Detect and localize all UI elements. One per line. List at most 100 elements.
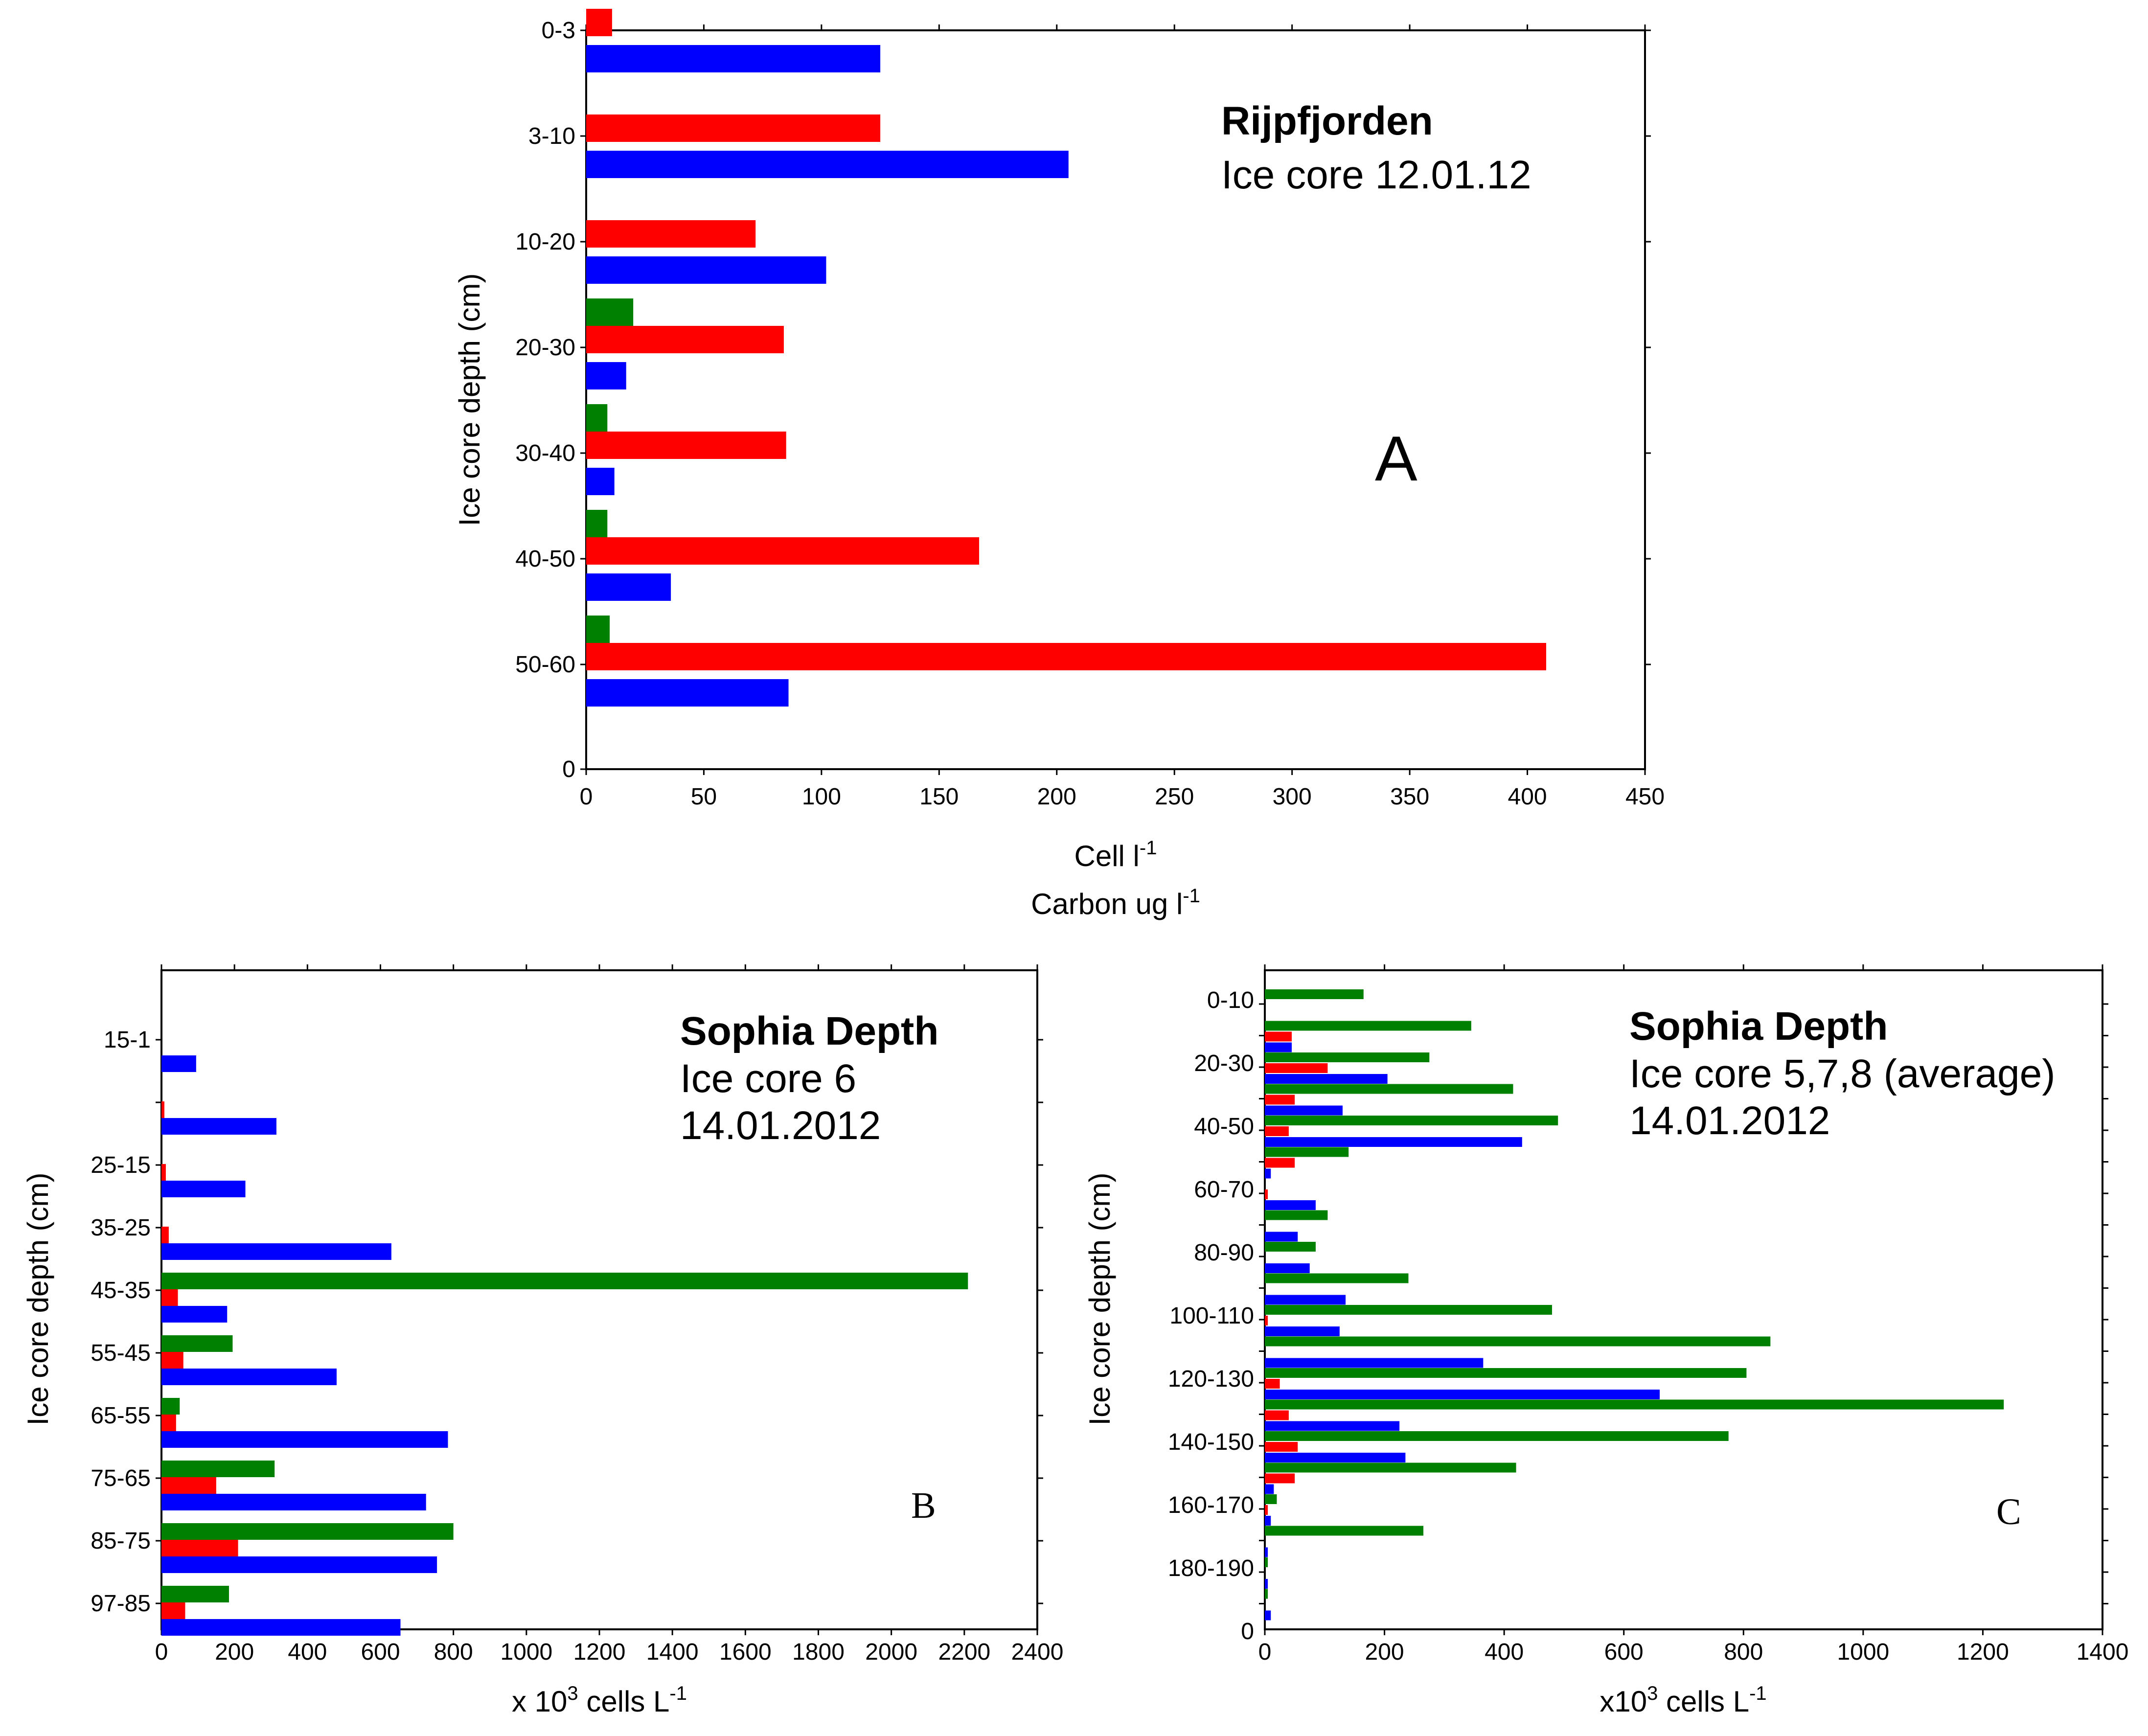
panel-b-y-tick-label-35-25: 35-25 xyxy=(91,1215,151,1241)
panel-b-x-tick-label: 200 xyxy=(215,1639,254,1665)
panel-c-title: Sophia Depth xyxy=(1629,1004,1888,1049)
panel-a-plot-frame xyxy=(585,29,1646,770)
panel-a-bar-red-50-60 xyxy=(586,643,1547,670)
panel-c-bar-blue-110-120 xyxy=(1265,1358,1484,1368)
panel-c-bar-green-80-90 xyxy=(1265,1242,1316,1252)
panel-b-bar-blue-45-35 xyxy=(161,1306,228,1323)
panel-b-y-tick-label-75-65: 75-65 xyxy=(91,1465,151,1491)
panel-c-bar-blue-190-200 xyxy=(1265,1610,1271,1621)
panel-b-x-tick-label: 2200 xyxy=(938,1639,990,1665)
panel-c-bar-blue-80-90 xyxy=(1265,1263,1310,1273)
panel-c-y-tick-label-0-10: 0-10 xyxy=(1207,987,1254,1013)
panel-b-y-tick-label-15-1: 15-1 xyxy=(104,1027,151,1053)
panel-b-x-tick-label: 400 xyxy=(288,1639,327,1665)
panel-c-bar-red-40-50 xyxy=(1265,1126,1289,1136)
panel-c-bar-red-130-140 xyxy=(1265,1410,1289,1420)
panel-b-date: 14.01.2012 xyxy=(680,1103,881,1148)
panel-b-y-axis-title: Ice core depth (cm) xyxy=(22,1173,54,1426)
panel-c-bar-blue-40-50 xyxy=(1265,1137,1522,1147)
panel-c-bar-green-90-100 xyxy=(1265,1273,1409,1283)
panel-b-title: Sophia Depth xyxy=(680,1009,938,1053)
panel-c-x-tick-label: 0 xyxy=(1258,1639,1272,1665)
panel-b-bar-green-75-65 xyxy=(161,1461,275,1477)
panel-c-bar-red-10-20 xyxy=(1265,1031,1292,1042)
panel-a-y-axis-title: Ice core depth (cm) xyxy=(453,274,486,526)
panel-c-y-axis-title: Ice core depth (cm) xyxy=(1083,1173,1116,1426)
panel-c-bar-green-50-60 xyxy=(1265,1147,1349,1157)
panel-a-y-tick-label-40-50: 40-50 xyxy=(515,546,575,572)
panel-a-bar-green-30-40 xyxy=(586,404,608,432)
panel-c-bar-green-70-80 xyxy=(1265,1210,1328,1220)
panel-b-bar-red-row1 xyxy=(161,1101,164,1118)
panel-c-bar-green-170-180 xyxy=(1265,1526,1424,1536)
panel-c-bar-green-160-170 xyxy=(1265,1494,1277,1504)
panel-b-x-tick-label: 1800 xyxy=(792,1639,845,1665)
panel-c-x-tick-label: 1000 xyxy=(1837,1639,1889,1665)
panel-c-x-axis-title: x103 cells L-1 xyxy=(1600,1683,1766,1718)
panel-b-x-tick-label: 1400 xyxy=(646,1639,699,1665)
panel-a-x-tick-label: 150 xyxy=(919,784,959,810)
panel-a-bar-blue-30-40 xyxy=(586,468,615,495)
panel-c-bar-red-150-160 xyxy=(1265,1473,1295,1484)
panel-b-bar-green-85-75 xyxy=(161,1523,454,1540)
panel-c-bar-red-100-110 xyxy=(1265,1316,1268,1325)
panel-a-bar-blue-0-3 xyxy=(586,45,881,72)
panel-c-bar-green-0-10 xyxy=(1265,989,1364,999)
panel-b-bar-blue-25-15 xyxy=(161,1181,246,1197)
panel-c-bar-blue-160-170 xyxy=(1265,1516,1271,1526)
panel-c-x-tick-label: 600 xyxy=(1604,1639,1644,1665)
panel-b-x-tick-label: 600 xyxy=(361,1639,400,1665)
panel-c-bar-red-120-130 xyxy=(1265,1379,1280,1389)
panel-c-bar-blue-60-70 xyxy=(1265,1200,1316,1210)
panel-c-bar-green-40-50 xyxy=(1265,1116,1558,1125)
panel-b-subtitle: Ice core 6 xyxy=(680,1056,856,1101)
panel-c-bar-blue-140-150 xyxy=(1265,1453,1406,1462)
panel-a-x-axis-title-line2: Carbon ug l-1 xyxy=(1031,885,1200,920)
panel-c-y-tick-label-140-150: 140-150 xyxy=(1168,1429,1254,1455)
panel-b-bar-red-55-45 xyxy=(161,1352,183,1369)
panel-a-bar-blue-3-10 xyxy=(586,151,1069,178)
panel-a-letter: A xyxy=(1375,423,1417,494)
panel-c-bar-red-60-70 xyxy=(1265,1189,1268,1199)
panel-b-bar-red-45-35 xyxy=(161,1289,178,1306)
panel-a-subtitle: Ice core 12.01.12 xyxy=(1221,153,1531,197)
panel-c-bar-green-120-130 xyxy=(1265,1368,1747,1378)
panel-b-x-tick-label: 2400 xyxy=(1011,1639,1064,1665)
panel-a-x-tick-label: 250 xyxy=(1155,784,1194,810)
panel-b-bar-red-97-85 xyxy=(161,1602,185,1619)
panel-c-bar-green-180-190 xyxy=(1265,1557,1268,1567)
panel-b-y-tick-label-97-85: 97-85 xyxy=(91,1591,151,1617)
panel-c-bar-red-140-150 xyxy=(1265,1442,1298,1452)
panel-c-bar-green-140-150 xyxy=(1265,1431,1729,1441)
panel-b-x-tick-label: 2000 xyxy=(865,1639,917,1665)
panel-c-bar-blue-90-100 xyxy=(1265,1295,1346,1305)
panel-c-y-tick-label-80-90: 80-90 xyxy=(1194,1240,1254,1266)
panel-c-bar-blue-120-130 xyxy=(1265,1390,1660,1399)
panel-a-x-axis-title-line1: Cell l-1 xyxy=(1074,837,1157,872)
panel-b-bar-green-55-45 xyxy=(161,1335,233,1352)
panel-a-x-tick-label: 50 xyxy=(691,784,717,810)
panel-a-x-tick-label: 0 xyxy=(580,784,593,810)
panel-b-x-tick-label: 800 xyxy=(434,1639,473,1665)
panel-c-bar-blue-20-30 xyxy=(1265,1074,1388,1084)
panel-b-y-tick-label-25-15: 25-15 xyxy=(91,1152,151,1178)
panel-b-bar-red-85-75 xyxy=(161,1540,238,1556)
panel-c-bar-blue-170-180 xyxy=(1265,1547,1268,1557)
panel-a-bar-red-10-20 xyxy=(586,220,756,248)
panel-c-bar-red-160-170 xyxy=(1265,1505,1268,1515)
panel-c-x-tick-label: 800 xyxy=(1724,1639,1763,1665)
panel-a-bar-blue-10-20 xyxy=(586,256,826,284)
panel-a-x-tick-label: 100 xyxy=(802,784,841,810)
panel-a-bar-red-0-3 xyxy=(586,9,612,36)
panel-c-bar-green-190-200 xyxy=(1265,1589,1268,1599)
panel-b-y-tick-label-85-75: 85-75 xyxy=(91,1528,151,1554)
panel-c-bar-blue-130-140 xyxy=(1265,1421,1400,1431)
panel-c-bar-green-110-120 xyxy=(1265,1336,1771,1347)
panel-a: 0 50 100 150 200 250 300 350 400 450 0-3 3-10 10-20 2… xyxy=(453,9,1665,920)
panel-b-bar-green-65-55 xyxy=(161,1398,180,1415)
panel-a-y-tick-label-0-3: 0-3 xyxy=(542,18,575,44)
panel-b-bar-blue-15-1 xyxy=(161,1055,196,1072)
panel-b-y-tick-label-45-35: 45-35 xyxy=(91,1278,151,1303)
panel-a-x-tick-label: 400 xyxy=(1508,784,1547,810)
